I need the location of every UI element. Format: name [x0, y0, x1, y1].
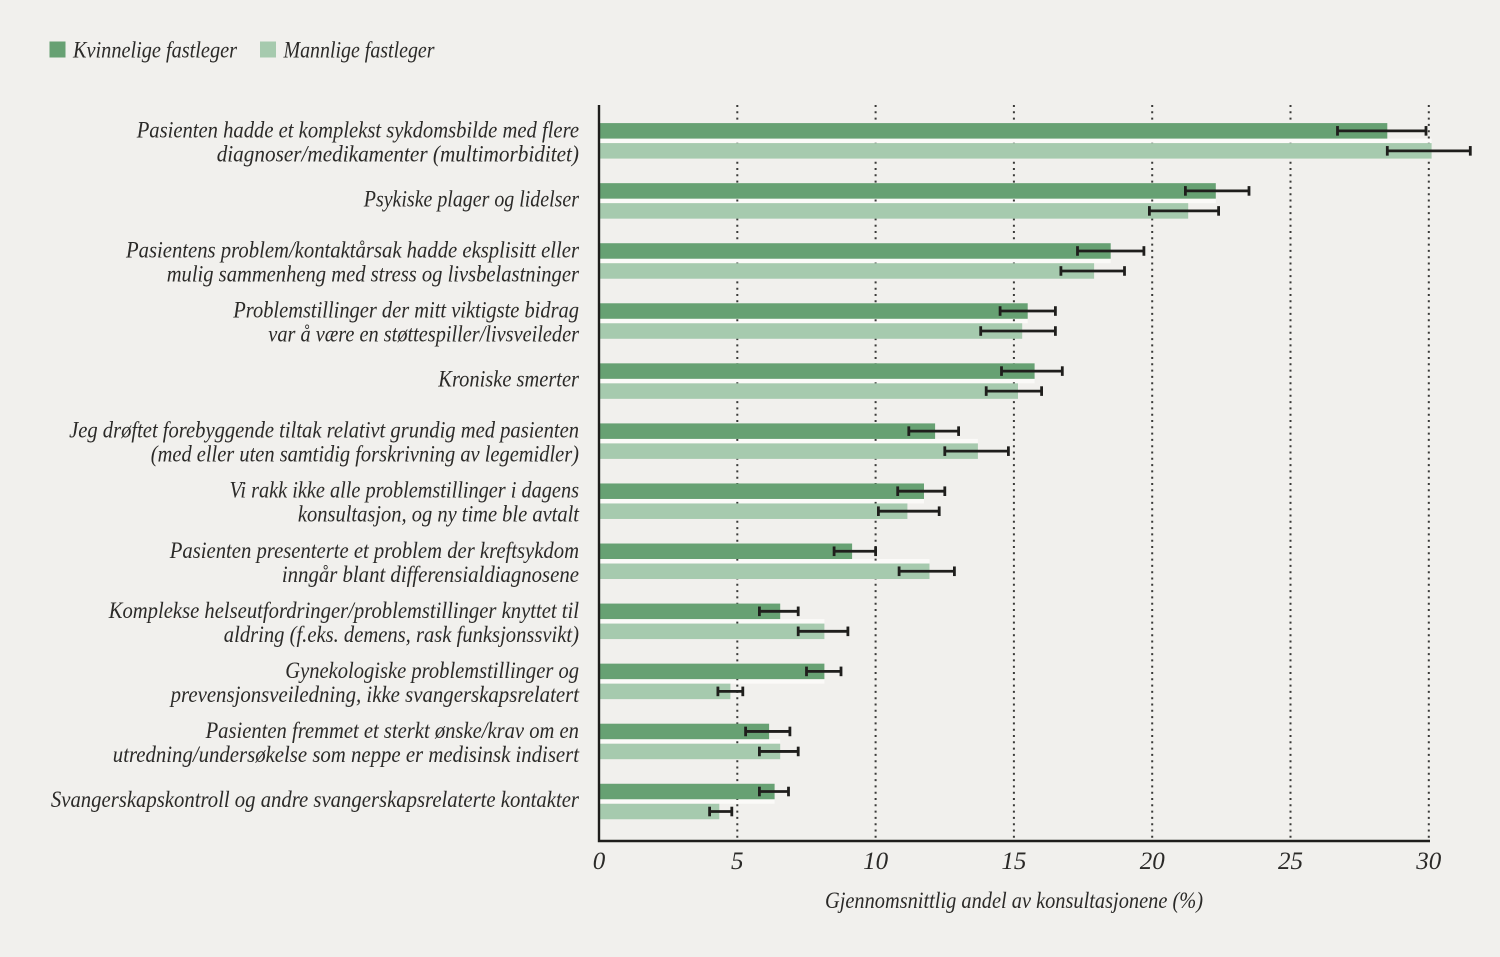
- svg-text:Pasienten hadde et komplekst s: Pasienten hadde et komplekst sykdomsbild…: [136, 117, 579, 142]
- svg-text:prevensjonsveiledning, ikke sv: prevensjonsveiledning, ikke svangerskaps…: [169, 682, 580, 707]
- svg-text:25: 25: [1278, 848, 1303, 875]
- svg-text:15: 15: [1001, 848, 1026, 875]
- svg-text:konsultasjon, og ny time ble a: konsultasjon, og ny time ble avtalt: [298, 502, 580, 527]
- svg-text:diagnoser/medikamenter (multim: diagnoser/medikamenter (multimorbiditet): [217, 141, 579, 166]
- svg-text:Komplekse helseutfordringer/pr: Komplekse helseutfordringer/problemstill…: [108, 598, 579, 623]
- svg-text:Gjennomsnittlig andel av konsu: Gjennomsnittlig andel av konsultasjonene…: [825, 888, 1203, 913]
- svg-text:Pasienten presenterte et probl: Pasienten presenterte et problem der kre…: [169, 538, 579, 563]
- svg-text:(med eller uten samtidig forsk: (med eller uten samtidig forskrivning av…: [151, 442, 579, 467]
- svg-text:Jeg drøftet forebyggende tilta: Jeg drøftet forebyggende tiltak relativt…: [69, 418, 579, 443]
- svg-text:Kroniske smerter: Kroniske smerter: [437, 367, 580, 392]
- svg-text:30: 30: [1415, 848, 1442, 875]
- svg-text:20: 20: [1140, 848, 1166, 875]
- svg-text:Problemstillinger der mitt vik: Problemstillinger der mitt viktigste bid…: [232, 298, 579, 323]
- svg-text:Kvinnelige fastleger: Kvinnelige fastleger: [72, 38, 238, 63]
- svg-text:Mannlige fastleger: Mannlige fastleger: [283, 38, 436, 63]
- svg-text:10: 10: [863, 848, 889, 875]
- svg-text:Psykiske plager og lidelser: Psykiske plager og lidelser: [363, 187, 580, 212]
- svg-text:Pasienten fremmet et sterkt øn: Pasienten fremmet et sterkt ønske/krav o…: [205, 718, 579, 743]
- svg-text:Svangerskapskontroll og andre: Svangerskapskontroll og andre svangerska…: [51, 787, 580, 812]
- svg-text:0: 0: [593, 848, 606, 875]
- svg-text:inngår blant differensialdiagn: inngår blant differensialdiagnosene: [282, 562, 579, 587]
- svg-text:Gynekologiske problemstillinge: Gynekologiske problemstillinger og: [285, 658, 579, 683]
- svg-text:Vi rakk ikke alle problemstill: Vi rakk ikke alle problemstillinger i da…: [230, 478, 580, 503]
- svg-text:aldring (f.eks. demens, rask f: aldring (f.eks. demens, rask funksjonssv…: [224, 622, 579, 647]
- svg-text:var å være en støttespiller/li: var å være en støttespiller/livsveileder: [268, 322, 580, 347]
- svg-text:mulig sammenheng med stress og: mulig sammenheng med stress og livsbelas…: [167, 261, 580, 286]
- svg-text:utredning/undersøkelse som nep: utredning/undersøkelse som neppe er medi…: [113, 742, 580, 767]
- svg-text:Pasientens problem/kontaktårsa: Pasientens problem/kontaktårsak hadde ek…: [125, 237, 580, 262]
- svg-text:5: 5: [731, 848, 744, 875]
